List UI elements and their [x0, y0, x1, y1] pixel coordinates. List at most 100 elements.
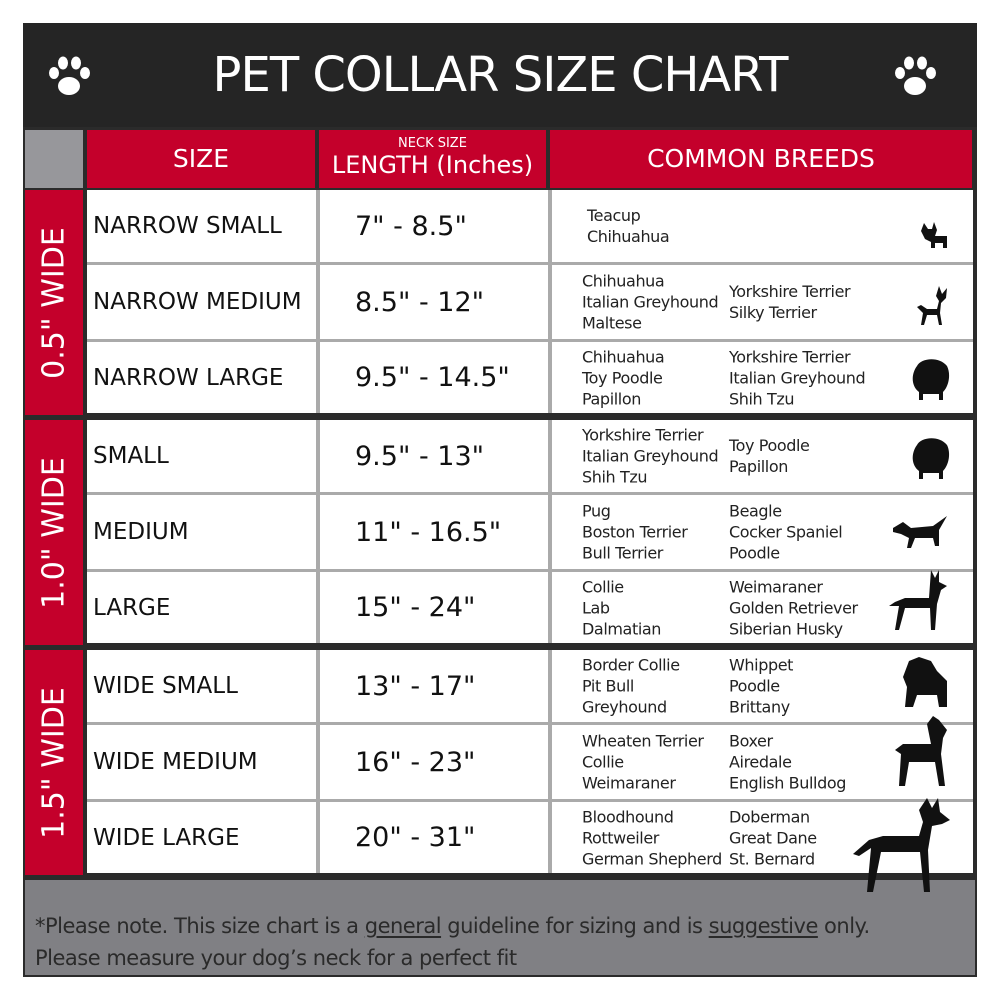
yorkie-silhouette-icon — [917, 217, 951, 256]
breeds-column: Chihuahua Italian Greyhound Maltese — [582, 271, 719, 334]
breeds-cell: Collie Lab Dalmatian Weimaraner Golden Retri… — [553, 570, 973, 643]
size-cell: NARROW LARGE — [93, 364, 284, 391]
breed-name: Shih Tzu — [729, 389, 795, 408]
size-cell: WIDE MEDIUM — [93, 749, 258, 775]
size-cell: SMALL — [93, 443, 169, 469]
breeds-column: Weimaraner Golden Retriever Siberian Husky — [729, 576, 858, 639]
breed-name: Pit Bull — [582, 676, 634, 696]
column-divider — [548, 572, 552, 643]
breeds-column: Wheaten Terrier Collie Weimaraner — [582, 731, 704, 794]
breed-name: Siberian Husky — [729, 619, 843, 638]
column-divider — [548, 420, 552, 492]
breeds-cell: Wheaten Terrier Collie Weimaraner Boxer Aire… — [553, 716, 973, 799]
dachshund-silhouette-icon — [891, 514, 951, 563]
length-cell: 15" - 24" — [355, 592, 476, 623]
shepherd-silhouette-icon — [887, 568, 951, 637]
breed-name: Italian Greyhound — [582, 292, 719, 312]
column-divider — [548, 265, 552, 339]
size-chart: PET COLLAR SIZE CHART SIZE NECK SIZE LEN… — [23, 23, 977, 977]
pitbull-silhouette-icon — [893, 714, 951, 793]
header-size: SIZE — [87, 130, 315, 188]
breed-name: Dalmatian — [582, 619, 662, 638]
table-row: SMALL 9.5" - 13" Yorkshire Terrier Italian … — [87, 420, 973, 492]
column-divider — [316, 572, 320, 643]
breeds-column: Whippet Poodle Brittany — [729, 655, 793, 718]
header-corner — [25, 130, 83, 188]
breed-name: Bloodhound — [582, 807, 674, 826]
breed-name: Rottweiler — [582, 828, 659, 847]
column-divider — [548, 802, 552, 873]
breed-name: Doberman — [729, 807, 810, 826]
breed-name: Toy Poodle — [582, 368, 663, 387]
breeds-cell: Yorkshire Terrier Italian Greyhound Shih T… — [553, 420, 973, 492]
pomeranian-silhouette-icon — [909, 435, 951, 486]
doberman-silhouette-icon — [847, 796, 951, 899]
length-cell: 20" - 31" — [355, 822, 476, 853]
breed-name: Papillon — [582, 389, 641, 408]
breed-name: Whippet — [729, 655, 794, 675]
breed-name: Great Dane — [729, 828, 817, 847]
footnote-emphasis-suggestive: suggestive — [708, 914, 819, 938]
size-cell: WIDE SMALL — [93, 673, 238, 699]
breed-name: Maltese — [582, 313, 642, 333]
footnote-emphasis-general: general — [364, 914, 442, 938]
size-cell: WIDE LARGE — [93, 824, 240, 851]
width-group-text: 0.5" WIDE — [36, 226, 72, 379]
size-cell: LARGE — [93, 594, 171, 621]
length-cell: 11" - 16.5" — [355, 516, 502, 548]
breed-name: Chihuahua — [582, 271, 665, 291]
breed-name: Bull Terrier — [582, 543, 663, 563]
breed-name: Airedale — [729, 752, 792, 772]
bulldog-silhouette-icon — [903, 655, 951, 716]
width-group-label: 1.0" WIDE — [25, 420, 83, 645]
breed-name: Teacup — [587, 206, 641, 225]
breed-name: Golden Retriever — [729, 598, 858, 617]
column-divider — [548, 495, 552, 569]
breeds-column: Yorkshire Terrier Italian Greyhound Shih T… — [582, 425, 719, 488]
breed-name: Boxer — [729, 731, 773, 751]
breed-name: English Bulldog — [729, 773, 846, 793]
row-divider — [87, 722, 973, 725]
row-divider — [87, 492, 973, 495]
breeds-cell: Chihuahua Italian Greyhound Maltese Yorkshi… — [553, 265, 973, 339]
header-length: NECK SIZE LENGTH (Inches) — [319, 130, 546, 188]
breeds-column: Chihuahua Toy Poodle Papillon — [582, 346, 665, 409]
breeds-column: Boxer Airedale English Bulldog — [729, 731, 846, 794]
row-divider — [87, 569, 973, 572]
breed-name: Silky Terrier — [729, 303, 817, 322]
footnote-text: only. — [817, 914, 870, 938]
size-cell: NARROW MEDIUM — [93, 289, 302, 315]
breed-name: Brittany — [729, 697, 790, 717]
column-divider — [548, 650, 552, 722]
length-cell: 7" - 8.5" — [355, 210, 467, 242]
breed-name: Cocker Spaniel — [729, 522, 843, 542]
breed-name: Border Collie — [582, 655, 680, 675]
breed-name: Chihuahua — [587, 227, 670, 246]
breeds-column: Beagle Cocker Spaniel Poodle — [729, 501, 843, 564]
breed-name: Boston Terrier — [582, 522, 688, 542]
width-group-text: 1.0" WIDE — [36, 456, 72, 609]
breed-name: Poodle — [729, 676, 780, 696]
length-cell: 9.5" - 13" — [355, 440, 485, 472]
breeds-cell: Bloodhound Rottweiler German Shepherd Dober… — [553, 798, 973, 892]
width-group-text: 1.5" WIDE — [36, 686, 72, 839]
breeds-column: Doberman Great Dane St. Bernard — [729, 806, 817, 869]
breed-name: Collie — [582, 752, 624, 772]
footnote: *Please note. This size chart is a gener… — [25, 880, 975, 975]
paw-icon — [49, 56, 90, 95]
table-row: WIDE SMALL 13" - 17" Border Collie Pit Bull… — [87, 650, 973, 722]
header-length-label: LENGTH (Inches) — [331, 151, 534, 179]
width-group-label: 0.5" WIDE — [25, 190, 83, 415]
breed-name: Weimaraner — [582, 773, 676, 793]
breed-name: Pug — [582, 501, 611, 521]
table-row: NARROW SMALL 7" - 8.5" Teacup Chihuahua — [87, 190, 973, 262]
table-row: LARGE 15" - 24" Collie Lab Dalmatian Weimaran… — [87, 570, 973, 643]
breed-name: Collie — [582, 577, 624, 596]
length-cell: 16" - 23" — [355, 746, 476, 778]
length-cell: 13" - 17" — [355, 670, 476, 702]
breed-name: Poodle — [729, 543, 780, 563]
breeds-column: Collie Lab Dalmatian — [582, 576, 661, 639]
width-group-label: 1.5" WIDE — [25, 650, 83, 875]
header-neck-size: NECK SIZE — [398, 136, 467, 151]
row-divider — [87, 262, 973, 265]
